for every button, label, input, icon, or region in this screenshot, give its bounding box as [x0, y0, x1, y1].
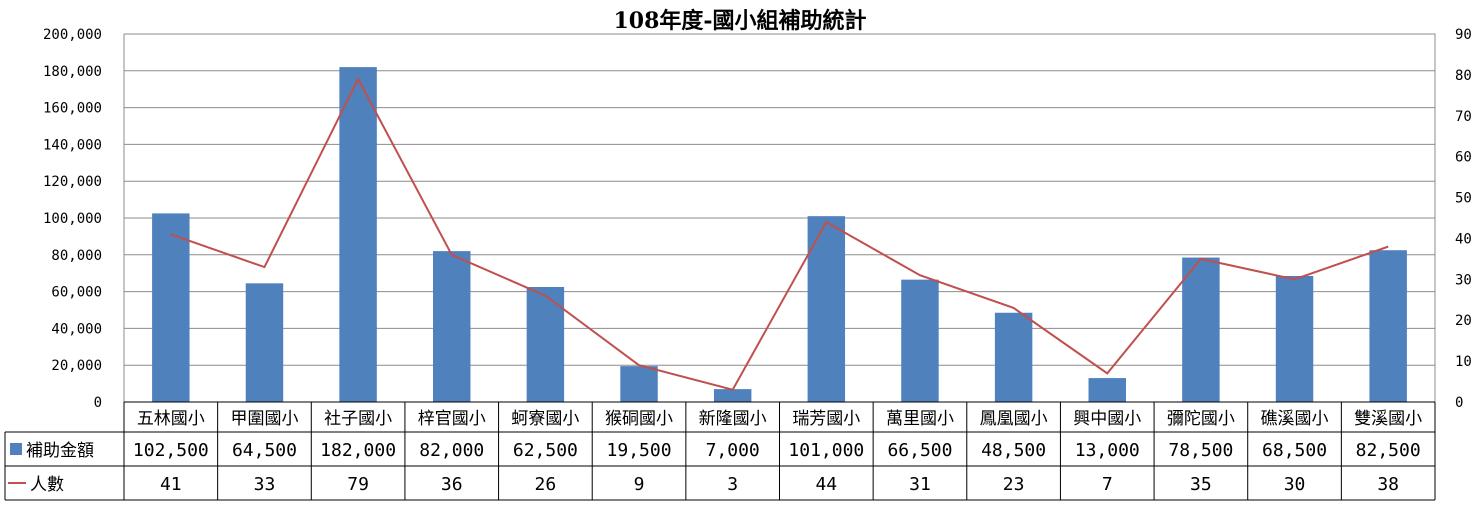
- y-right-tick-label: 60: [1455, 150, 1472, 166]
- bar: [1182, 258, 1219, 402]
- category-label: 甲圍國小: [230, 409, 298, 429]
- y-right-tick-label: 50: [1455, 191, 1472, 207]
- data-label: 41: [160, 474, 182, 495]
- data-label: 82,500: [1356, 440, 1421, 461]
- data-label: 19,500: [607, 440, 672, 461]
- data-label: 68,500: [1262, 440, 1327, 461]
- data-label: 38: [1377, 474, 1399, 495]
- data-label: 9: [634, 474, 645, 495]
- data-label: 31: [909, 474, 931, 495]
- y-right-tick-label: 80: [1455, 68, 1472, 84]
- data-label: 102,500: [133, 440, 209, 461]
- y-right-tick-label: 40: [1455, 231, 1472, 247]
- data-label: 26: [535, 474, 557, 495]
- y-left-tick-label: 160,000: [43, 101, 102, 117]
- category-label: 蚵寮國小: [511, 409, 579, 429]
- y-right-tick-label: 30: [1455, 272, 1472, 288]
- bar: [620, 366, 657, 402]
- category-label: 五林國小: [137, 409, 205, 429]
- y-right-tick-label: 90: [1455, 27, 1472, 43]
- y-right-tick-label: 0: [1455, 395, 1463, 411]
- data-label: 101,000: [788, 440, 864, 461]
- data-label: 182,000: [320, 440, 396, 461]
- category-label: 礁溪國小: [1261, 409, 1329, 429]
- y-right-tick-label: 20: [1455, 313, 1472, 329]
- y-left-tick-label: 20,000: [51, 358, 102, 374]
- bar: [901, 280, 938, 402]
- data-label: 3: [727, 474, 738, 495]
- category-label: 萬里國小: [886, 409, 954, 429]
- data-label: 79: [347, 474, 369, 495]
- category-label: 興中國小: [1073, 409, 1141, 429]
- data-label: 7,000: [706, 440, 760, 461]
- category-label: 猴硐國小: [605, 409, 673, 429]
- bar: [246, 283, 283, 402]
- bar: [714, 389, 751, 402]
- category-label: 新隆國小: [699, 409, 767, 429]
- bar: [433, 251, 470, 402]
- data-label: 36: [441, 474, 463, 495]
- y-left-tick-label: 180,000: [43, 64, 102, 80]
- bar: [1276, 276, 1313, 402]
- data-label: 78,500: [1168, 440, 1233, 461]
- data-label: 7: [1102, 474, 1113, 495]
- legend-label: 人數: [30, 475, 64, 495]
- data-label: 48,500: [981, 440, 1046, 461]
- category-label: 鳳凰國小: [980, 409, 1048, 429]
- y-left-tick-label: 120,000: [43, 174, 102, 190]
- data-label: 64,500: [232, 440, 297, 461]
- legend-label: 補助金額: [26, 441, 94, 461]
- bar: [1089, 378, 1126, 402]
- y-left-tick-label: 80,000: [51, 248, 102, 264]
- y-left-tick-label: 40,000: [51, 321, 102, 337]
- category-label: 社子國小: [324, 409, 392, 429]
- data-label: 35: [1190, 474, 1212, 495]
- data-label: 44: [815, 474, 837, 495]
- data-label: 30: [1284, 474, 1306, 495]
- data-label: 33: [254, 474, 276, 495]
- bar: [152, 213, 189, 402]
- y-right-tick-label: 70: [1455, 109, 1472, 125]
- y-right-tick-label: 10: [1455, 354, 1472, 370]
- bar: [1369, 250, 1406, 402]
- data-label: 82,000: [419, 440, 484, 461]
- bar: [339, 67, 376, 402]
- data-label: 66,500: [887, 440, 952, 461]
- y-left-tick-label: 200,000: [43, 27, 102, 43]
- category-label: 瑞芳國小: [792, 409, 860, 429]
- data-label: 23: [1003, 474, 1025, 495]
- y-left-tick-label: 60,000: [51, 285, 102, 301]
- chart-title: 108年度-國小組補助統計: [613, 8, 866, 34]
- category-label: 梓官國小: [418, 409, 486, 429]
- y-left-tick-label: 140,000: [43, 137, 102, 153]
- y-left-tick-label: 0: [94, 395, 102, 411]
- category-label: 彌陀國小: [1167, 409, 1235, 429]
- category-label: 雙溪國小: [1354, 409, 1422, 429]
- bar: [995, 313, 1032, 402]
- legend-key-bar: [10, 443, 22, 455]
- data-label: 62,500: [513, 440, 578, 461]
- y-left-tick-label: 100,000: [43, 211, 102, 227]
- data-label: 13,000: [1075, 440, 1140, 461]
